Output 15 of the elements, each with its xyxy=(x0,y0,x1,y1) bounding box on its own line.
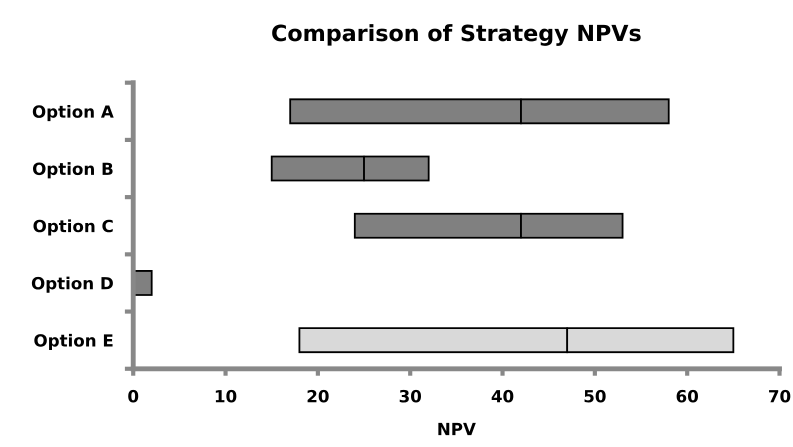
x-axis-title: NPV xyxy=(438,422,476,436)
x-tick-label: 0 xyxy=(128,390,138,403)
y-tick-label: Option D xyxy=(32,276,113,293)
x-tick-label: 30 xyxy=(400,390,422,403)
chart-title: Comparison of Strategy NPVs xyxy=(272,24,641,46)
y-tick-label: Option B xyxy=(33,162,113,178)
y-tick-label: Option E xyxy=(34,334,113,350)
y-tick-label: Option A xyxy=(32,104,114,122)
x-tick-label: 20 xyxy=(308,390,329,403)
y-tick-label: Option C xyxy=(33,219,113,236)
x-tick-label: 40 xyxy=(492,390,514,403)
x-tick-label: 60 xyxy=(676,390,698,403)
x-tick-label: 70 xyxy=(769,390,790,403)
x-tick-label: 50 xyxy=(584,390,606,403)
x-tick-label: 10 xyxy=(216,390,236,403)
